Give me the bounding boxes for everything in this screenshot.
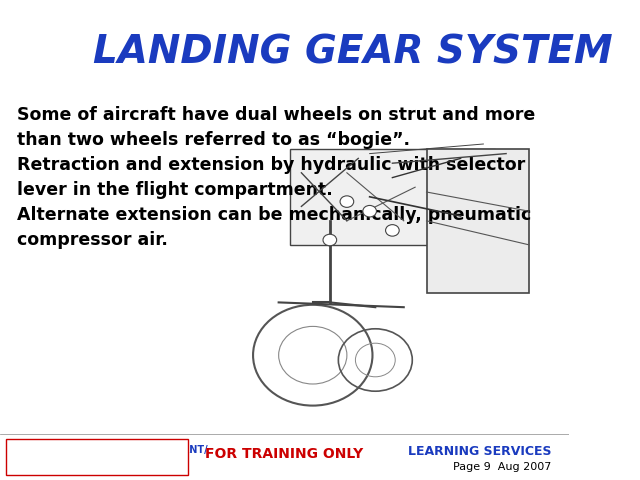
FancyBboxPatch shape — [426, 149, 529, 293]
Circle shape — [363, 205, 376, 217]
Circle shape — [340, 196, 354, 207]
Text: Some of aircraft have dual wheels on strut and more
than two wheels referred to : Some of aircraft have dual wheels on str… — [17, 106, 535, 249]
Text: LEARNING SERVICES: LEARNING SERVICES — [408, 445, 552, 458]
Text: AIRFRAME POWERPLANT/
ELECTRICAL AVIONIC: AIRFRAME POWERPLANT/ ELECTRICAL AVIONIC — [65, 445, 208, 468]
Circle shape — [385, 225, 399, 236]
FancyBboxPatch shape — [6, 439, 188, 475]
FancyBboxPatch shape — [290, 149, 495, 245]
Text: LANDING GEAR SYSTEM: LANDING GEAR SYSTEM — [93, 34, 612, 72]
Text: Page 9  Aug 2007: Page 9 Aug 2007 — [453, 462, 552, 472]
Text: EFFECTIVITY:: EFFECTIVITY: — [17, 445, 89, 456]
Text: FOR TRAINING ONLY: FOR TRAINING ONLY — [205, 446, 364, 461]
Circle shape — [323, 234, 337, 246]
